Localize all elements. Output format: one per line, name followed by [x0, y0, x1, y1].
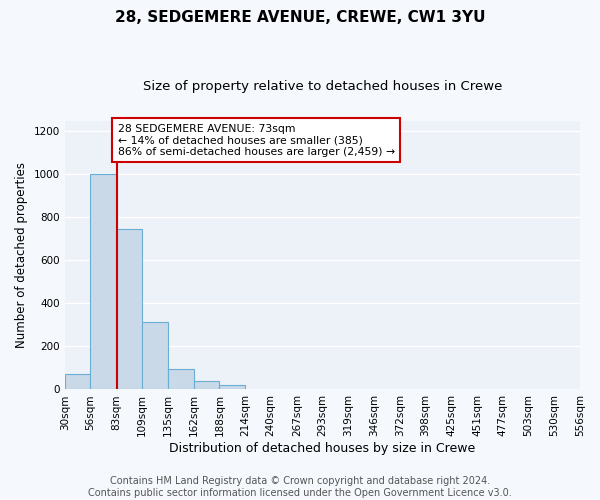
Y-axis label: Number of detached properties: Number of detached properties	[15, 162, 28, 348]
Bar	[90, 174, 116, 390]
Text: Contains HM Land Registry data © Crown copyright and database right 2024.
Contai: Contains HM Land Registry data © Crown c…	[88, 476, 512, 498]
Bar	[65, 374, 90, 390]
Bar	[116, 229, 142, 390]
Bar	[142, 322, 167, 390]
Text: 28 SEDGEMERE AVENUE: 73sqm
← 14% of detached houses are smaller (385)
86% of sem: 28 SEDGEMERE AVENUE: 73sqm ← 14% of deta…	[118, 124, 395, 157]
Title: Size of property relative to detached houses in Crewe: Size of property relative to detached ho…	[143, 80, 502, 93]
Bar	[220, 385, 245, 390]
Bar	[194, 381, 220, 390]
Text: 28, SEDGEMERE AVENUE, CREWE, CW1 3YU: 28, SEDGEMERE AVENUE, CREWE, CW1 3YU	[115, 10, 485, 25]
Bar	[167, 369, 194, 390]
X-axis label: Distribution of detached houses by size in Crewe: Distribution of detached houses by size …	[169, 442, 475, 455]
